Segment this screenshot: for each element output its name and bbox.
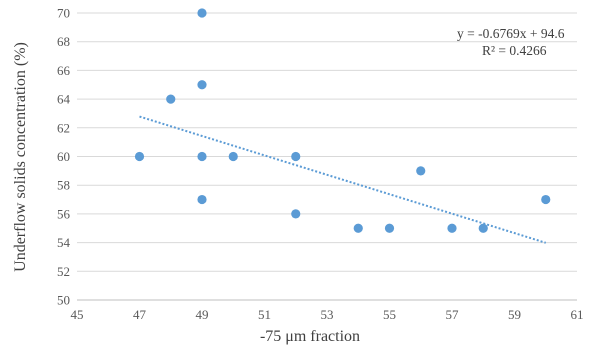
data-point (384, 223, 395, 233)
x-tick-label: 53 (321, 307, 334, 322)
data-points (134, 8, 551, 233)
y-tick-label: 60 (57, 149, 70, 164)
trendline (139, 115, 547, 244)
x-axis-title: -75 μm fraction (260, 328, 360, 345)
data-point (291, 151, 301, 162)
x-tick-label: 59 (508, 307, 521, 322)
data-point (478, 223, 488, 233)
y-tick-label: 62 (57, 120, 70, 135)
data-point (197, 80, 207, 90)
data-point (416, 166, 426, 176)
data-point (291, 209, 301, 219)
y-tick-label: 54 (57, 235, 71, 250)
x-tick-label: 51 (258, 307, 271, 322)
y-tick-label: 56 (57, 206, 71, 221)
y-tick-label: 68 (57, 34, 70, 49)
trendline-line (139, 115, 547, 244)
x-tick-label: 47 (133, 307, 147, 322)
data-point (197, 8, 207, 18)
data-point (166, 94, 176, 104)
y-tick-label: 58 (57, 178, 70, 193)
trendline-equation: y = -0.6769x + 94.6 (457, 26, 565, 41)
grid-lines (77, 12, 577, 301)
x-tick-label: 61 (571, 307, 584, 322)
y-tick-label: 50 (57, 293, 70, 308)
data-point (228, 151, 238, 162)
x-tick-label: 57 (446, 307, 460, 322)
y-tick-label: 64 (57, 92, 71, 107)
data-point (134, 151, 145, 162)
y-tick-labels: 50 52 54 56 58 60 62 64 66 68 70 (57, 6, 71, 308)
data-point (447, 223, 457, 233)
x-tick-label: 45 (71, 307, 84, 322)
data-point (197, 194, 207, 205)
y-tick-label: 66 (57, 63, 71, 78)
data-point (541, 194, 551, 205)
x-tick-label: 49 (196, 307, 209, 322)
x-tick-label: 55 (383, 307, 396, 322)
y-axis-title: Underflow solids concentration (%) (12, 42, 29, 272)
trendline-r-squared: R² = 0.4266 (482, 43, 547, 58)
y-tick-label: 52 (57, 264, 70, 279)
data-point (353, 223, 363, 233)
x-tick-labels: 45 47 49 51 53 55 57 59 61 (71, 307, 584, 322)
data-point (197, 151, 207, 162)
y-tick-label: 70 (57, 6, 70, 21)
